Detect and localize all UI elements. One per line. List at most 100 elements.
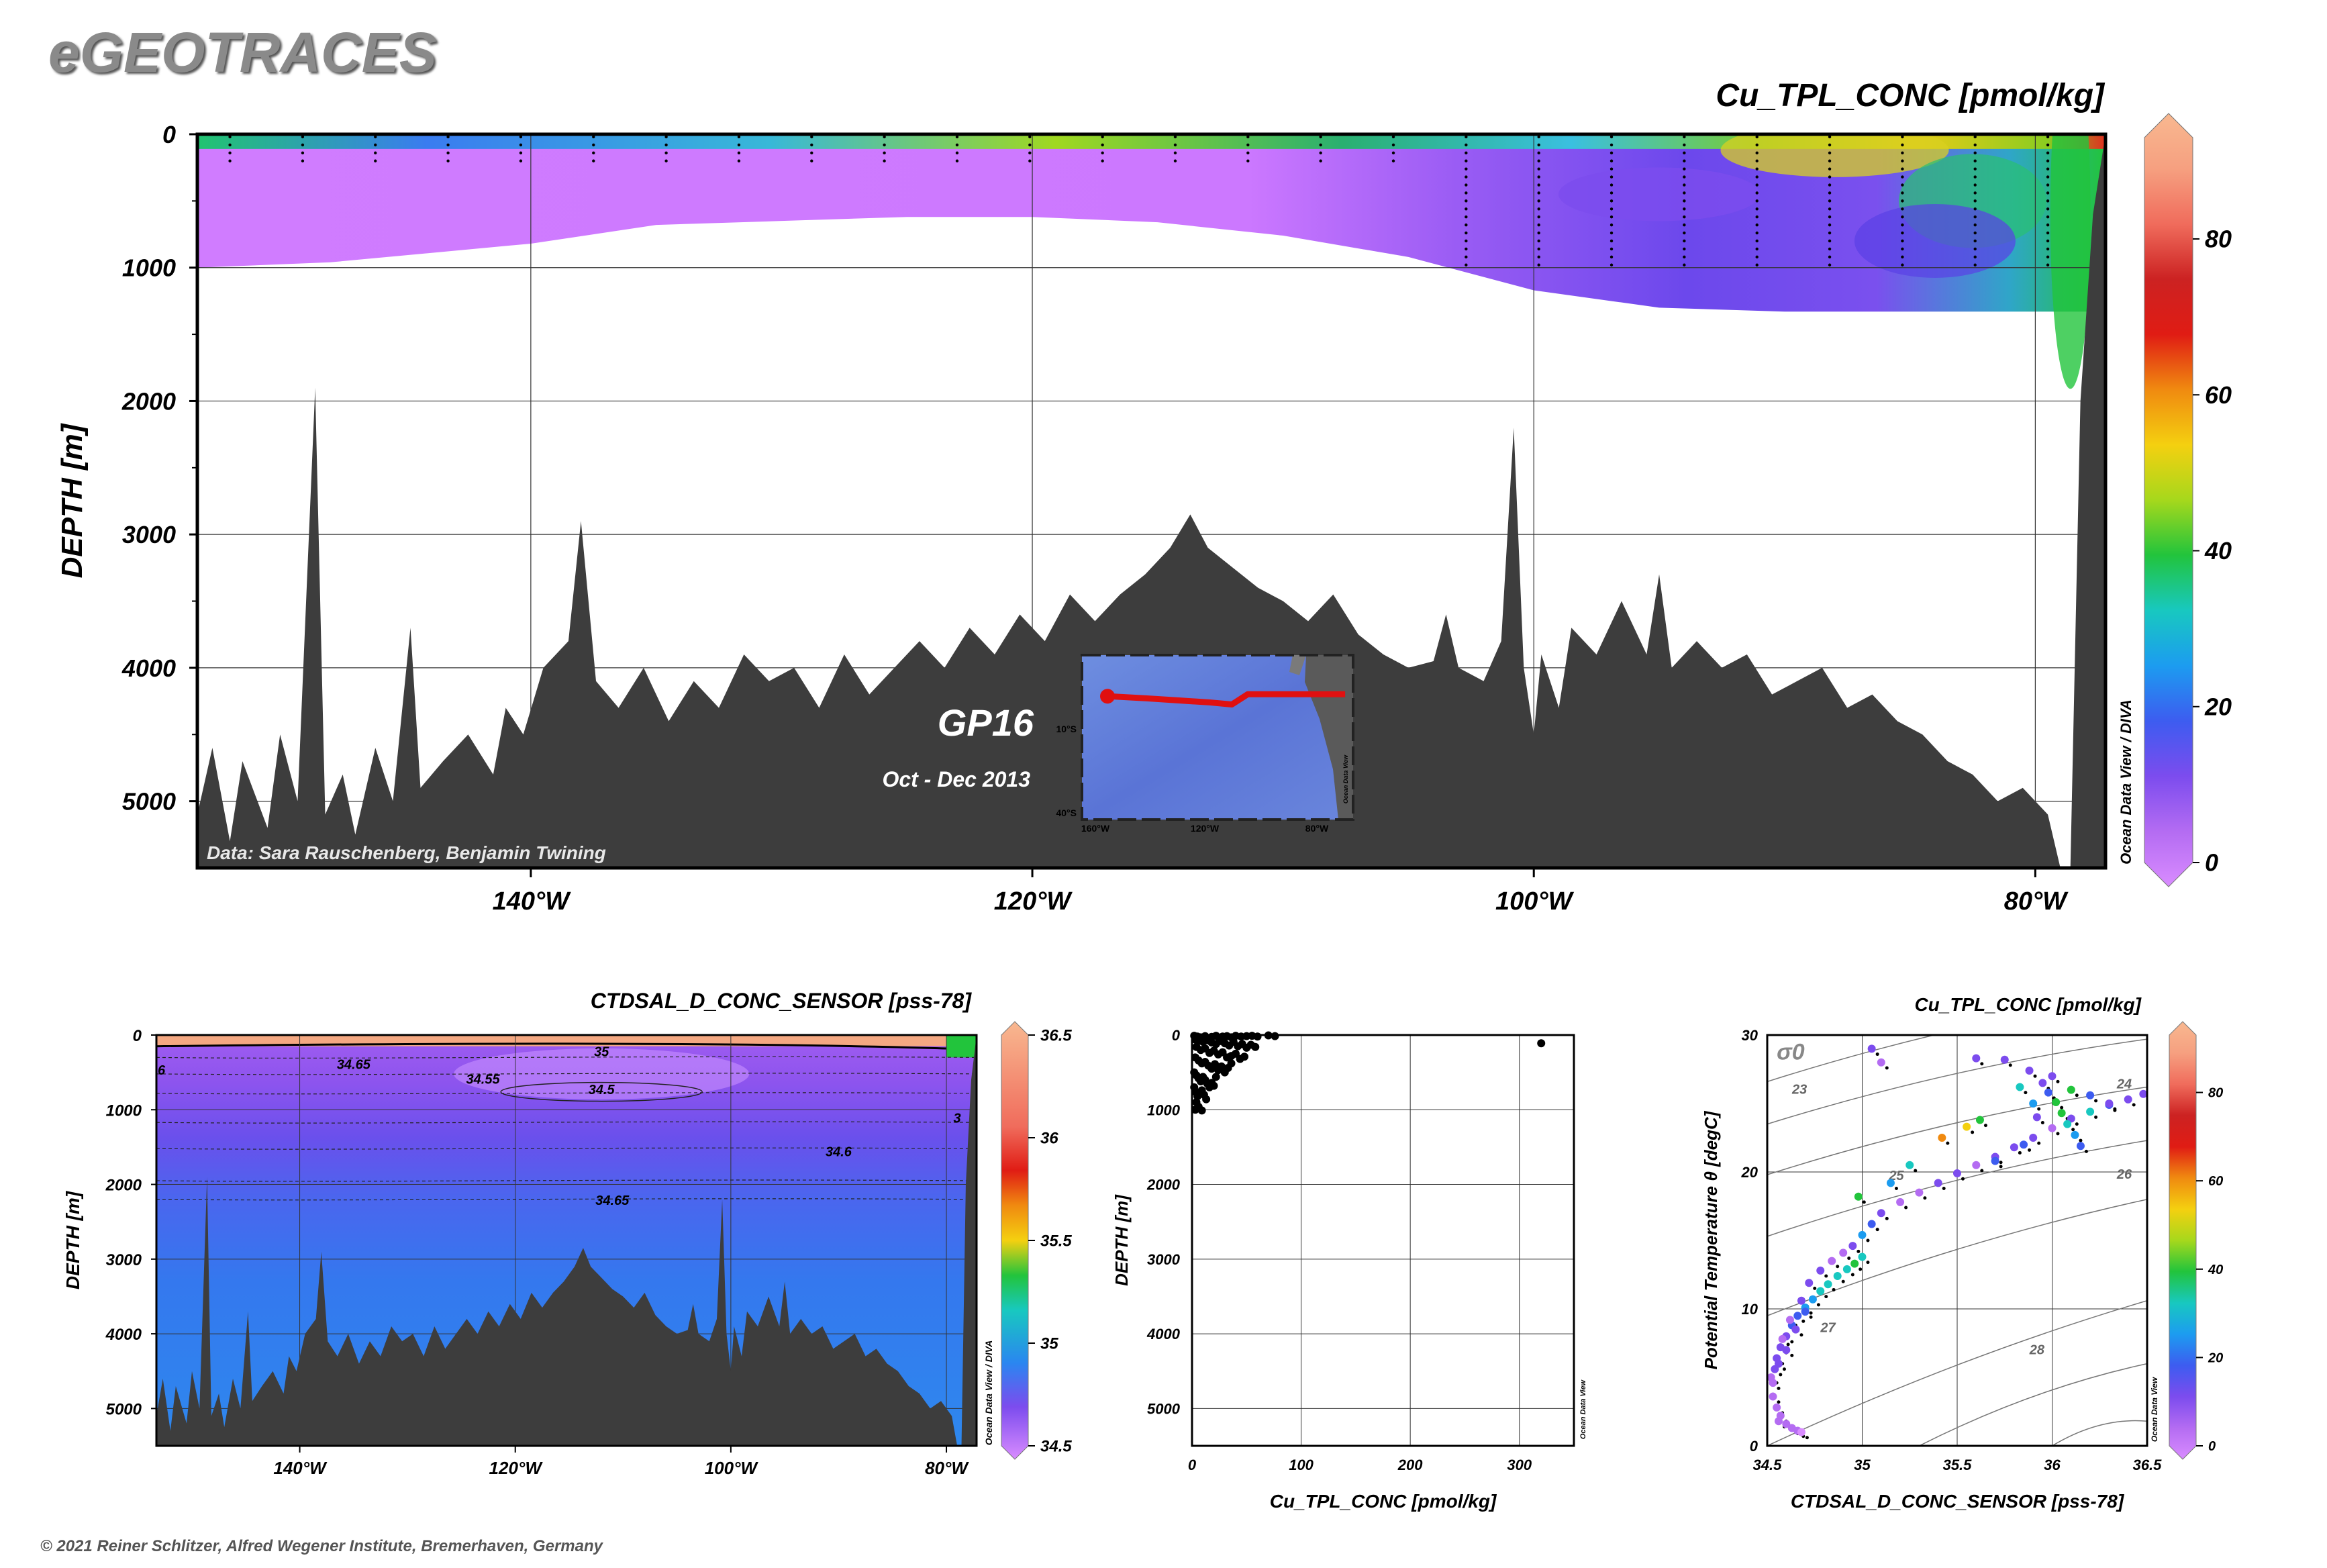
sample-dot — [1683, 135, 1686, 139]
ts-point — [1782, 1420, 1791, 1428]
sample-dot — [592, 135, 595, 139]
sample-dot — [1828, 239, 1832, 243]
sample-dot — [519, 159, 523, 162]
y-tick-label: 2000 — [105, 1177, 142, 1195]
ts-point — [1886, 1179, 1895, 1187]
sample-dot — [1101, 135, 1104, 139]
ts-point — [1785, 1316, 1794, 1324]
sample-dot — [1755, 231, 1759, 235]
sample-dot — [1610, 143, 1614, 147]
ts-small-point — [1856, 1249, 1861, 1253]
sample-dot — [1610, 255, 1614, 259]
chart-title: Cu_TPL_CONC [pmol/kg] — [1716, 78, 2106, 113]
y-tick-label: 30 — [1742, 1027, 1759, 1044]
colorbar-tick-label: 20 — [2204, 693, 2232, 720]
scatter-point — [1271, 1032, 1279, 1040]
x-tick-label: 120°W — [489, 1458, 544, 1478]
sample-dot — [1973, 199, 1977, 203]
x-axis-label: Cu_TPL_CONC [pmol/kg] — [1270, 1491, 1497, 1512]
sample-dot — [1683, 247, 1686, 251]
scatter-point — [1197, 1106, 1206, 1115]
sample-dot — [1610, 223, 1614, 227]
scatter-point — [1251, 1042, 1260, 1051]
y-tick-label: 10 — [1742, 1301, 1759, 1318]
isopycnal-line — [1767, 1300, 2147, 1446]
sample-dot — [1537, 207, 1540, 211]
ts-point — [1934, 1179, 1942, 1187]
sample-dot — [883, 159, 886, 162]
sample-dot — [1828, 199, 1832, 203]
isopycnal-label: 26 — [2116, 1167, 2132, 1182]
sample-dot — [1828, 263, 1832, 266]
cu-low-patch-2 — [1854, 203, 2016, 278]
sample-dot — [301, 135, 305, 139]
sample-dot — [1537, 167, 1540, 170]
sample-dot — [2046, 199, 2050, 203]
sample-dot — [1465, 231, 1468, 235]
sample-dot — [1755, 223, 1759, 227]
ts-small-point — [1824, 1274, 1828, 1278]
salinity-min-patch — [454, 1048, 750, 1099]
sample-dot — [1391, 135, 1395, 139]
ts-point — [2010, 1143, 2018, 1152]
ts-small-point — [1809, 1311, 1813, 1315]
ts-point — [1833, 1272, 1842, 1281]
sample-dot — [592, 151, 595, 155]
x-tick-label: 36.5 — [2133, 1457, 2163, 1473]
sample-dot — [1901, 247, 1904, 251]
colorbar-tick-label: 20 — [2208, 1351, 2223, 1365]
ts-point — [2025, 1067, 2034, 1075]
sample-dot — [1755, 143, 1759, 147]
colorbar-tick-label: 60 — [2205, 381, 2232, 409]
ts-small-point — [1980, 1062, 1984, 1066]
sample-dot — [1901, 231, 1904, 235]
sample-dot — [1101, 151, 1104, 155]
isopycnal-line — [1767, 1038, 2147, 1125]
sample-dot — [1828, 207, 1832, 211]
ts-point — [2038, 1079, 2047, 1087]
x-tick-label: 140°W — [493, 887, 572, 916]
sample-dot — [1828, 215, 1832, 219]
ts-small-point — [2037, 1107, 2041, 1111]
sample-dot — [1683, 183, 1686, 187]
sample-dot — [2046, 191, 2050, 195]
colorbar-bar — [2169, 1021, 2197, 1460]
sample-dot — [1828, 247, 1832, 251]
ts-small-point — [1850, 1273, 1854, 1277]
sample-dot — [1246, 151, 1250, 155]
ts-point — [1816, 1287, 1825, 1295]
sample-dot — [1683, 175, 1686, 179]
contour-label: 34.6 — [826, 1144, 852, 1159]
y-tick-label: 0 — [133, 1027, 142, 1045]
sample-dot — [1683, 159, 1686, 162]
ts-small-point — [2056, 1132, 2060, 1136]
chart-title: Cu_TPL_CONC [pmol/kg] — [1914, 994, 2142, 1015]
sample-dot — [1391, 143, 1395, 147]
sample-dot — [1901, 191, 1904, 195]
ts-point — [1778, 1334, 1787, 1343]
ts-small-point — [2113, 1107, 2117, 1111]
map-watermark: Ocean Data View — [1342, 754, 1349, 803]
sample-dot — [1537, 183, 1540, 187]
ts-point — [2020, 1140, 2028, 1149]
sample-dot — [1683, 143, 1686, 147]
sample-dot — [1610, 159, 1614, 162]
sample-dot — [1828, 255, 1832, 259]
y-tick-label: 1000 — [1147, 1101, 1181, 1118]
sample-dot — [1465, 143, 1468, 147]
sample-dot — [1537, 191, 1540, 195]
ts-small-point — [1847, 1257, 1851, 1261]
x-axis-label: CTDSAL_D_CONC_SENSOR [pss-78] — [1791, 1491, 2125, 1512]
sample-dot — [1610, 215, 1614, 219]
scatter-depth-chart: 0 1000 2000 3000 4000 5000 0 100 200 300 DEPTH [m]… — [1111, 1027, 1587, 1512]
ts-point — [1972, 1161, 1981, 1169]
sample-dot — [1246, 135, 1250, 139]
main-section-chart: 0 1000 2000 3000 4000 5000 140°W 120°W 100°W 80°W… — [56, 78, 2232, 916]
sample-dot — [1901, 199, 1904, 203]
y-tick-label: 4000 — [105, 1326, 142, 1344]
sample-dot — [1755, 175, 1759, 179]
sample-dot — [955, 143, 959, 147]
sample-dot — [1755, 159, 1759, 162]
ts-small-point — [2075, 1122, 2079, 1126]
